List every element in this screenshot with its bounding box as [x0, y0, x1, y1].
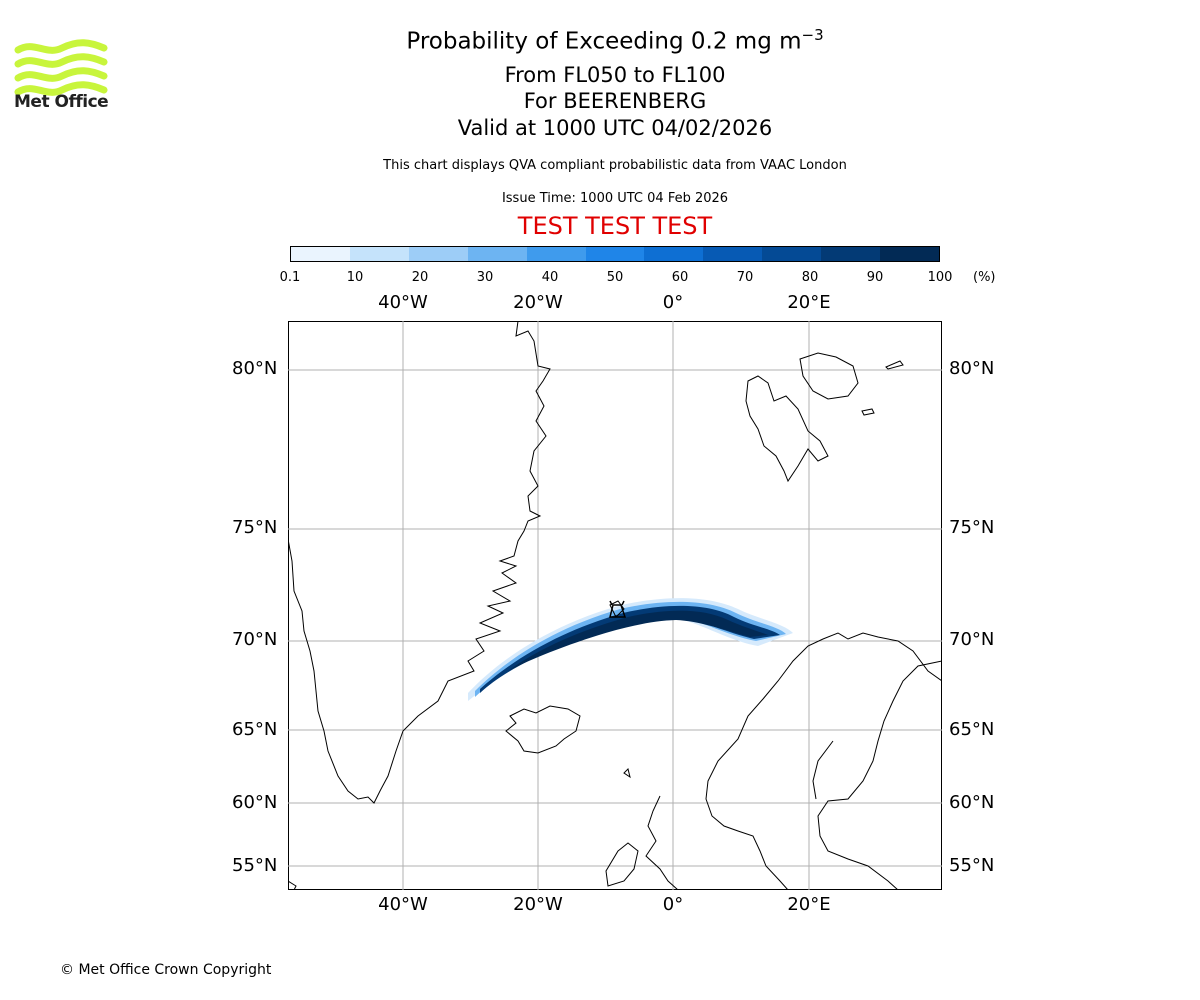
latitude-label-left: 55°N: [232, 855, 278, 876]
colorbar-unit: (%): [973, 270, 996, 285]
longitude-label-top: 0°: [662, 292, 684, 313]
latitude-label-left: 65°N: [232, 719, 278, 740]
issue-time: Issue Time: 1000 UTC 04 Feb 2026: [501, 191, 729, 206]
copyright-notice: © Met Office Crown Copyright: [60, 962, 272, 978]
chart-description: This chart displays QVA compliant probab…: [383, 158, 847, 173]
colorbar: [290, 246, 940, 262]
logo-text: Met Office: [14, 92, 109, 112]
longitude-label-top: 20°W: [513, 292, 563, 313]
latitude-label-right: 65°N: [949, 719, 995, 740]
latitude-label-right: 80°N: [949, 358, 995, 379]
latitude-label-right: 60°N: [949, 792, 995, 813]
colorbar-segment: [467, 247, 527, 261]
colorbar-segment: [585, 247, 645, 261]
colorbar-tick-label: 100: [927, 270, 953, 285]
latitude-label-left: 75°N: [232, 517, 278, 538]
latitude-label-left: 70°N: [232, 629, 278, 650]
colorbar-segment: [526, 247, 586, 261]
colorbar-tick-label: 50: [606, 270, 624, 285]
colorbar-segment: [349, 247, 409, 261]
latitude-label-right: 75°N: [949, 517, 995, 538]
latitude-label-left: 80°N: [232, 358, 278, 379]
map-area: [288, 321, 942, 890]
latitude-label-right: 70°N: [949, 629, 995, 650]
colorbar-segment: [644, 247, 704, 261]
longitude-label-bottom: 20°E: [787, 894, 831, 915]
longitude-label-top: 20°E: [787, 292, 831, 313]
latitude-label-right: 55°N: [949, 855, 995, 876]
latitude-label-left: 60°N: [232, 792, 278, 813]
colorbar-tick-label: 0.1: [279, 270, 301, 285]
colorbar-tick-label: 30: [476, 270, 494, 285]
colorbar-segment: [703, 247, 763, 261]
colorbar-tick-label: 10: [346, 270, 364, 285]
title-exponent: −3: [801, 26, 824, 44]
longitude-label-bottom: 0°: [662, 894, 684, 915]
colorbar-segment: [880, 247, 939, 261]
volcano-icon: [609, 600, 627, 618]
colorbar-tick-label: 90: [866, 270, 884, 285]
longitude-label-bottom: 40°W: [378, 894, 428, 915]
colorbar-segment: [408, 247, 468, 261]
colorbar-segment: [291, 247, 350, 261]
valid-time: Valid at 1000 UTC 04/02/2026: [457, 116, 773, 140]
colorbar-tick-label: 60: [671, 270, 689, 285]
colorbar-tick-label: 70: [736, 270, 754, 285]
coastlines: [288, 321, 942, 890]
title-text: Probability of Exceeding 0.2 mg m: [406, 28, 802, 55]
longitude-label-bottom: 20°W: [513, 894, 563, 915]
test-banner: TEST TEST TEST: [517, 212, 713, 240]
longitude-label-top: 40°W: [378, 292, 428, 313]
volcano-name: For BEERENBERG: [523, 89, 707, 113]
colorbar-segment: [762, 247, 822, 261]
colorbar-segment: [821, 247, 881, 261]
colorbar-tick-label: 20: [411, 270, 429, 285]
chart-title: Probability of Exceeding 0.2 mg m−3: [406, 26, 823, 55]
gridlines: [288, 321, 942, 890]
ash-probability-plume: [468, 598, 793, 701]
colorbar-tick-label: 80: [801, 270, 819, 285]
colorbar-tick-label: 40: [541, 270, 559, 285]
flight-level-range: From FL050 to FL100: [504, 63, 726, 87]
met-office-logo-icon: [14, 39, 108, 96]
